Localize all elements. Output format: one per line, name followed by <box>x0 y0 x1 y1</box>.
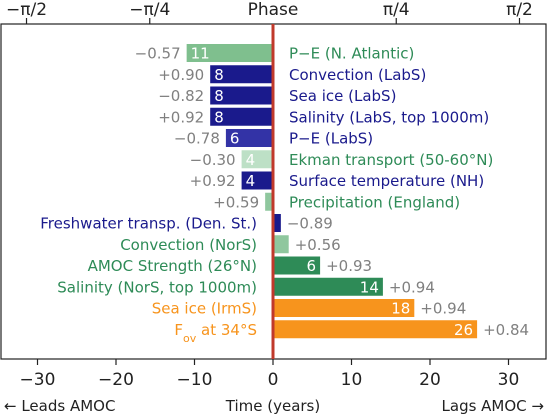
x-tick-label: 0 <box>268 370 279 390</box>
category-label: P−E (LabS) <box>289 130 373 148</box>
correlation-label: +0.93 <box>326 257 372 275</box>
correlation-label: +0.90 <box>158 66 204 84</box>
correlation-label: −0.30 <box>190 151 236 169</box>
bars-layer <box>186 44 478 339</box>
x-tick-label: −20 <box>98 370 134 390</box>
x-tick-label: 20 <box>419 370 441 390</box>
category-label: Sea ice (IrmS) <box>152 300 257 318</box>
category-label: Salinity (LabS, top 1000m) <box>289 108 489 126</box>
category-label: Salinity (NorS, top 1000m) <box>57 278 257 296</box>
x-axis: −30 −20 −10 0 10 20 30 <box>20 359 520 390</box>
correlation-label: −0.57 <box>135 45 181 63</box>
bar-value-label: 4 <box>246 172 256 190</box>
bar <box>241 171 273 190</box>
correlation-label: +0.94 <box>420 300 466 318</box>
bar-value-label: 26 <box>454 321 473 339</box>
correlation-label: −0.78 <box>174 130 220 148</box>
category-label: Convection (NorS) <box>120 236 257 254</box>
bar-value-label: 14 <box>360 278 379 296</box>
correlation-label: +0.59 <box>213 193 259 211</box>
correlation-label: +0.84 <box>483 321 529 339</box>
category-label: Surface temperature (NH) <box>289 172 484 190</box>
labels-layer: 11 −0.57 P−E (N. Atlantic) 8 +0.90 Convection… <box>40 45 529 345</box>
top-tick-label: −π/2 <box>6 0 47 20</box>
bar <box>273 299 415 317</box>
bar-value-label: 8 <box>214 66 224 84</box>
x-tick-label: 10 <box>341 370 363 390</box>
bar <box>273 277 383 296</box>
top-tick-label: π/2 <box>506 0 533 20</box>
x-tick-label: 30 <box>498 370 520 390</box>
bar-value-label: 8 <box>214 108 224 126</box>
bar <box>265 192 273 211</box>
x-tick-label: −10 <box>177 370 213 390</box>
bar-value-label: 4 <box>246 151 256 169</box>
bar <box>210 65 273 84</box>
category-label: Fov at 34°S <box>174 321 257 345</box>
category-label: Sea ice (LabS) <box>289 87 396 105</box>
bar <box>273 256 321 275</box>
bar <box>210 107 273 126</box>
category-label: Ekman transport (50-60°N) <box>289 151 493 169</box>
bar-value-label: 6 <box>230 130 240 148</box>
bar <box>273 320 478 339</box>
category-label: Freshwater transp. (Den. St.) <box>40 215 257 233</box>
category-label: Precipitation (England) <box>289 193 460 211</box>
category-label: AMOC Strength (26°N) <box>88 257 257 275</box>
correlation-label: −0.89 <box>287 215 333 233</box>
x-axis-label: Time (years) <box>225 397 320 415</box>
top-tick-label: −π/4 <box>129 0 170 20</box>
top-axis-label: Phase <box>248 0 299 20</box>
x-tick-label: −30 <box>20 370 56 390</box>
bar-value-label: 18 <box>391 300 410 318</box>
bar-value-label: 8 <box>214 87 224 105</box>
lags-amoc-note: Lags AMOC → <box>442 397 544 415</box>
correlation-label: −0.82 <box>158 87 204 105</box>
bar <box>241 150 273 169</box>
correlation-label: +0.94 <box>389 278 435 296</box>
top-tick-label: π/4 <box>383 0 410 20</box>
bar <box>273 235 289 254</box>
correlation-label: +0.56 <box>295 236 341 254</box>
top-phase-axis: −π/2 −π/4 π/4 π/2 <box>6 0 533 24</box>
bar <box>225 129 273 147</box>
correlation-label: +0.92 <box>158 108 204 126</box>
bar-value-label: 11 <box>191 45 210 63</box>
category-label: Convection (LabS) <box>289 66 426 84</box>
bar <box>210 86 273 105</box>
bar <box>273 214 281 232</box>
leads-amoc-note: ← Leads AMOC <box>4 397 115 415</box>
correlation-label: +0.92 <box>190 172 236 190</box>
category-label: P−E (N. Atlantic) <box>289 45 414 63</box>
bar-value-label: 6 <box>307 257 317 275</box>
bar <box>186 44 273 62</box>
